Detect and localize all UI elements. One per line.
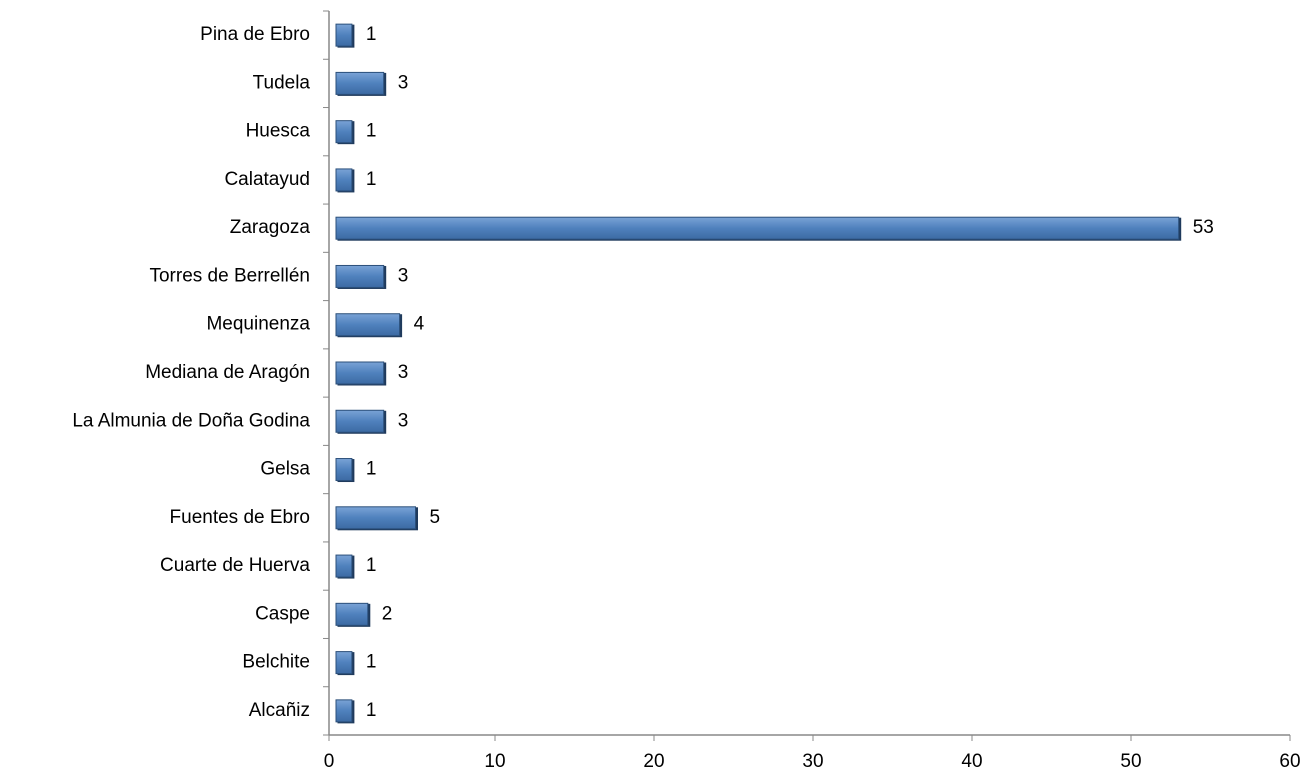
data-label: 4 (414, 314, 425, 335)
data-label: 2 (382, 603, 393, 624)
data-label: 1 (366, 700, 377, 721)
data-label: 1 (366, 121, 377, 142)
data-label: 1 (366, 459, 377, 480)
x-tick-label: 10 (484, 751, 505, 772)
x-tick-label: 30 (802, 751, 823, 772)
y-tick-label: Alcañiz (249, 700, 310, 721)
y-tick-label: Calatayud (224, 169, 310, 190)
y-tick-label: Belchite (242, 652, 310, 673)
y-tick-label: Gelsa (260, 459, 310, 480)
data-label: 5 (430, 507, 441, 528)
data-label: 3 (398, 72, 409, 93)
data-label: 3 (398, 265, 409, 286)
bar (335, 602, 369, 626)
data-label: 3 (398, 362, 409, 383)
y-tick-label: Zaragoza (230, 217, 311, 238)
y-tick-label: Fuentes de Ebro (170, 507, 310, 528)
y-tick-label: Mediana de Aragón (145, 362, 310, 383)
bar (335, 361, 385, 385)
data-label: 3 (398, 410, 409, 431)
data-label: 53 (1193, 217, 1214, 238)
bar (335, 458, 353, 482)
x-tick-label: 0 (324, 751, 335, 772)
bar (335, 409, 385, 433)
x-tick-label: 20 (643, 751, 664, 772)
y-tick-label: Pina de Ebro (200, 24, 310, 45)
bar (335, 699, 353, 723)
bar (335, 651, 353, 675)
x-tick-label: 50 (1120, 751, 1141, 772)
bar (335, 216, 1180, 240)
bar (335, 120, 353, 144)
bar (335, 506, 416, 530)
x-tick-label: 60 (1279, 751, 1300, 772)
bar (335, 168, 353, 192)
bar (335, 71, 385, 95)
y-tick-label: Torres de Berrellén (149, 265, 310, 286)
bar (335, 313, 401, 337)
data-label: 1 (366, 169, 377, 190)
y-tick-label: Caspe (255, 603, 310, 624)
data-label: 1 (366, 652, 377, 673)
y-tick-label: Cuarte de Huerva (160, 555, 310, 576)
bar (335, 23, 353, 47)
data-label: 1 (366, 24, 377, 45)
y-tick-label: Mequinenza (206, 314, 310, 335)
data-label: 1 (366, 555, 377, 576)
x-tick-label: 40 (961, 751, 982, 772)
y-tick-label: Huesca (246, 121, 311, 142)
bar (335, 264, 385, 288)
y-tick-label: La Almunia de Doña Godina (72, 410, 310, 431)
y-tick-label: Tudela (253, 72, 311, 93)
bar (335, 554, 353, 578)
